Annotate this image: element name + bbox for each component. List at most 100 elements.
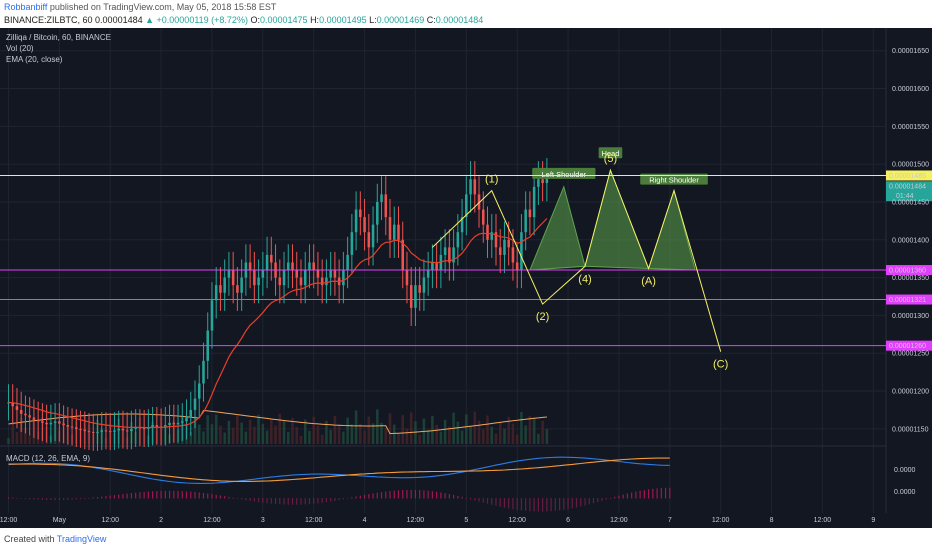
macd-histogram-bar — [88, 497, 90, 499]
macd-histogram-bar — [317, 498, 319, 504]
candle-body — [49, 422, 53, 425]
macd-histogram-bar — [567, 498, 569, 510]
candle-body — [278, 277, 282, 286]
left-shoulder-label: Left Shoulder — [542, 170, 587, 179]
volume-bar — [193, 416, 197, 444]
time-axis[interactable]: 12:00 May 12:00 2 12:00 3 12:00 4 12:00 5 12:00 6 12… — [0, 517, 875, 524]
volume-bar — [359, 423, 362, 444]
price-tick-label: 0.00001350 — [892, 275, 929, 282]
candle-body — [253, 270, 256, 286]
candle-body — [350, 232, 354, 255]
candle-body — [482, 209, 485, 225]
macd-histogram-bar — [516, 498, 518, 510]
macd-histogram-bar — [130, 493, 133, 499]
high-label: H: — [310, 15, 320, 25]
candle-body — [503, 239, 506, 255]
macd-histogram-bar — [580, 498, 582, 507]
candle-body — [193, 398, 197, 410]
candle-body — [130, 428, 133, 432]
last-price-tag — [886, 181, 932, 202]
volume-bar — [15, 431, 19, 444]
macd-histogram-bar — [266, 498, 268, 504]
candle-body — [363, 217, 366, 233]
macd-histogram-bar — [181, 491, 183, 499]
candle-body — [460, 217, 464, 233]
volume-bar — [418, 434, 421, 444]
macd-histogram-bar — [109, 495, 111, 499]
volume-bar — [325, 420, 328, 444]
volume-bar — [537, 433, 540, 444]
volume-bar — [473, 411, 477, 444]
macd-histogram-bar — [224, 496, 226, 499]
last-price-value: 0.00001484 — [889, 184, 926, 191]
macd-histogram-bar — [279, 498, 281, 505]
macd-histogram-bar — [296, 498, 298, 505]
time-tick-label: 12:00 — [101, 517, 119, 524]
volume-bar — [253, 426, 256, 444]
macd-histogram-bar — [495, 498, 497, 506]
right-shoulder-label-box — [640, 173, 708, 185]
volume-bar — [291, 417, 294, 444]
macd-histogram-bar — [219, 495, 222, 499]
volume-bar — [520, 412, 523, 444]
macd-histogram-bar — [448, 493, 450, 499]
volume-bar — [240, 422, 243, 444]
wave-path: (1) (2) (4) (5) (A) (C) — [432, 153, 728, 371]
price-tick-label: 0.00001550 — [892, 124, 929, 131]
macd-histogram-bar — [355, 496, 357, 499]
volume-bar — [227, 420, 231, 444]
volume-bar — [405, 428, 409, 444]
symbol-line: BINANCE:ZILBTC, 60 — [4, 15, 93, 25]
macd-histogram-bar — [16, 497, 18, 499]
volume-bar — [206, 415, 209, 444]
candle-body — [62, 423, 65, 426]
macd-histogram-bar — [287, 498, 289, 505]
macd-histogram-bar — [622, 494, 624, 499]
macd-histogram-bar — [631, 492, 633, 499]
author-link[interactable]: Robbanbiff — [4, 2, 48, 12]
volume-bar — [490, 426, 494, 444]
candle-body — [392, 224, 396, 240]
macd-histogram-bar — [304, 498, 306, 505]
candle-body — [240, 277, 243, 293]
candle-body — [75, 427, 78, 429]
tradingview-brand[interactable]: TradingView — [56, 534, 107, 544]
macd-axis-label: 0.0000 — [894, 489, 916, 496]
candle-body — [303, 270, 307, 286]
price-chart[interactable]: Left Shoulder Head Right Shoulder 0.000014… — [0, 28, 932, 528]
candle-body — [537, 179, 540, 187]
volume-bar — [498, 421, 502, 444]
volume-bar — [507, 416, 510, 444]
volume-bar — [469, 425, 472, 444]
macd-histogram-bar — [126, 493, 128, 499]
candle-body — [41, 421, 44, 423]
wave-label: (C) — [713, 359, 728, 371]
macd-histogram-bar — [211, 494, 213, 499]
footer: Created with TradingView — [4, 534, 106, 544]
volume-bar — [482, 429, 485, 444]
price-tick-label: 0.00001300 — [892, 313, 929, 320]
candle-body — [121, 428, 125, 431]
macd-histogram-bar — [457, 495, 459, 499]
candle-body — [197, 383, 201, 399]
candle-body — [291, 262, 294, 271]
candle-body — [202, 360, 205, 384]
macd-axis-label: 0.0000 — [894, 467, 916, 474]
last-price: 0.00001484 — [95, 15, 143, 25]
macd-histogram-bar — [122, 494, 124, 499]
volume-bar — [511, 423, 515, 444]
macd-histogram-bar — [249, 498, 251, 501]
price-tick-label: 0.00001250 — [892, 351, 929, 358]
macd-histogram-bar — [525, 498, 527, 511]
macd-histogram-bar — [372, 493, 374, 499]
macd-histogram-bar — [202, 492, 205, 499]
macd-histogram-bar — [33, 498, 35, 500]
low-value: 0.00001469 — [376, 15, 425, 25]
candle-body — [282, 270, 286, 286]
price-tick-label: 0.00001600 — [892, 86, 929, 93]
macd-histogram-bar — [139, 492, 141, 499]
price-axis[interactable]: 0.00001650 0.00001600 0.00001550 0.00001500… — [892, 48, 929, 433]
volume-bar — [371, 423, 375, 444]
candle-body — [168, 422, 171, 426]
head-shoulders-pattern: Left Shoulder Head Right Shoulder — [529, 147, 708, 271]
